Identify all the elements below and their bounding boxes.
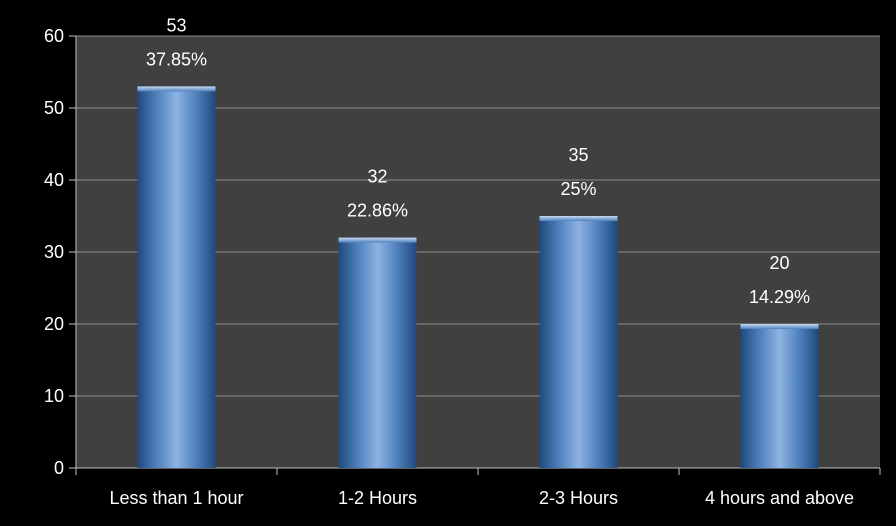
y-tick-label: 30 [44, 242, 64, 262]
data-label-percent: 25% [560, 179, 596, 199]
bar-3 [539, 216, 618, 468]
data-labels: 53 37.85% 32 22.86% 35 25% 20 14.29% [146, 15, 810, 307]
bar-1 [137, 86, 216, 469]
x-tick-label: 4 hours and above [705, 488, 854, 508]
x-tick-label: 2-3 Hours [539, 488, 618, 508]
data-label-value: 53 [166, 15, 186, 35]
bar-2 [338, 237, 417, 468]
data-label-value: 32 [367, 167, 387, 187]
bar-top-4 [740, 324, 819, 329]
y-tick-label: 40 [44, 170, 64, 190]
x-tick-label: 1-2 Hours [338, 488, 417, 508]
bar-4 [740, 324, 819, 468]
x-tick-label: Less than 1 hour [109, 488, 243, 508]
data-label-percent: 22.86% [347, 201, 408, 221]
y-tick-label: 20 [44, 314, 64, 334]
data-label-percent: 14.29% [749, 287, 810, 307]
bar-top-1 [137, 86, 216, 92]
axes: 0 10 20 30 40 50 60 Less than 1 hour 1-2 Hours 2-… [44, 26, 881, 508]
bars [137, 86, 819, 469]
y-tick-label: 10 [44, 386, 64, 406]
y-tick-label: 50 [44, 98, 64, 118]
data-label-value: 20 [769, 253, 789, 273]
y-tick-label: 0 [54, 458, 64, 478]
bar-top-3 [539, 216, 618, 221]
bar-top-2 [338, 237, 417, 243]
data-label-percent: 37.85% [146, 49, 207, 69]
data-label-value: 35 [568, 145, 588, 165]
y-tick-label: 60 [44, 26, 64, 46]
